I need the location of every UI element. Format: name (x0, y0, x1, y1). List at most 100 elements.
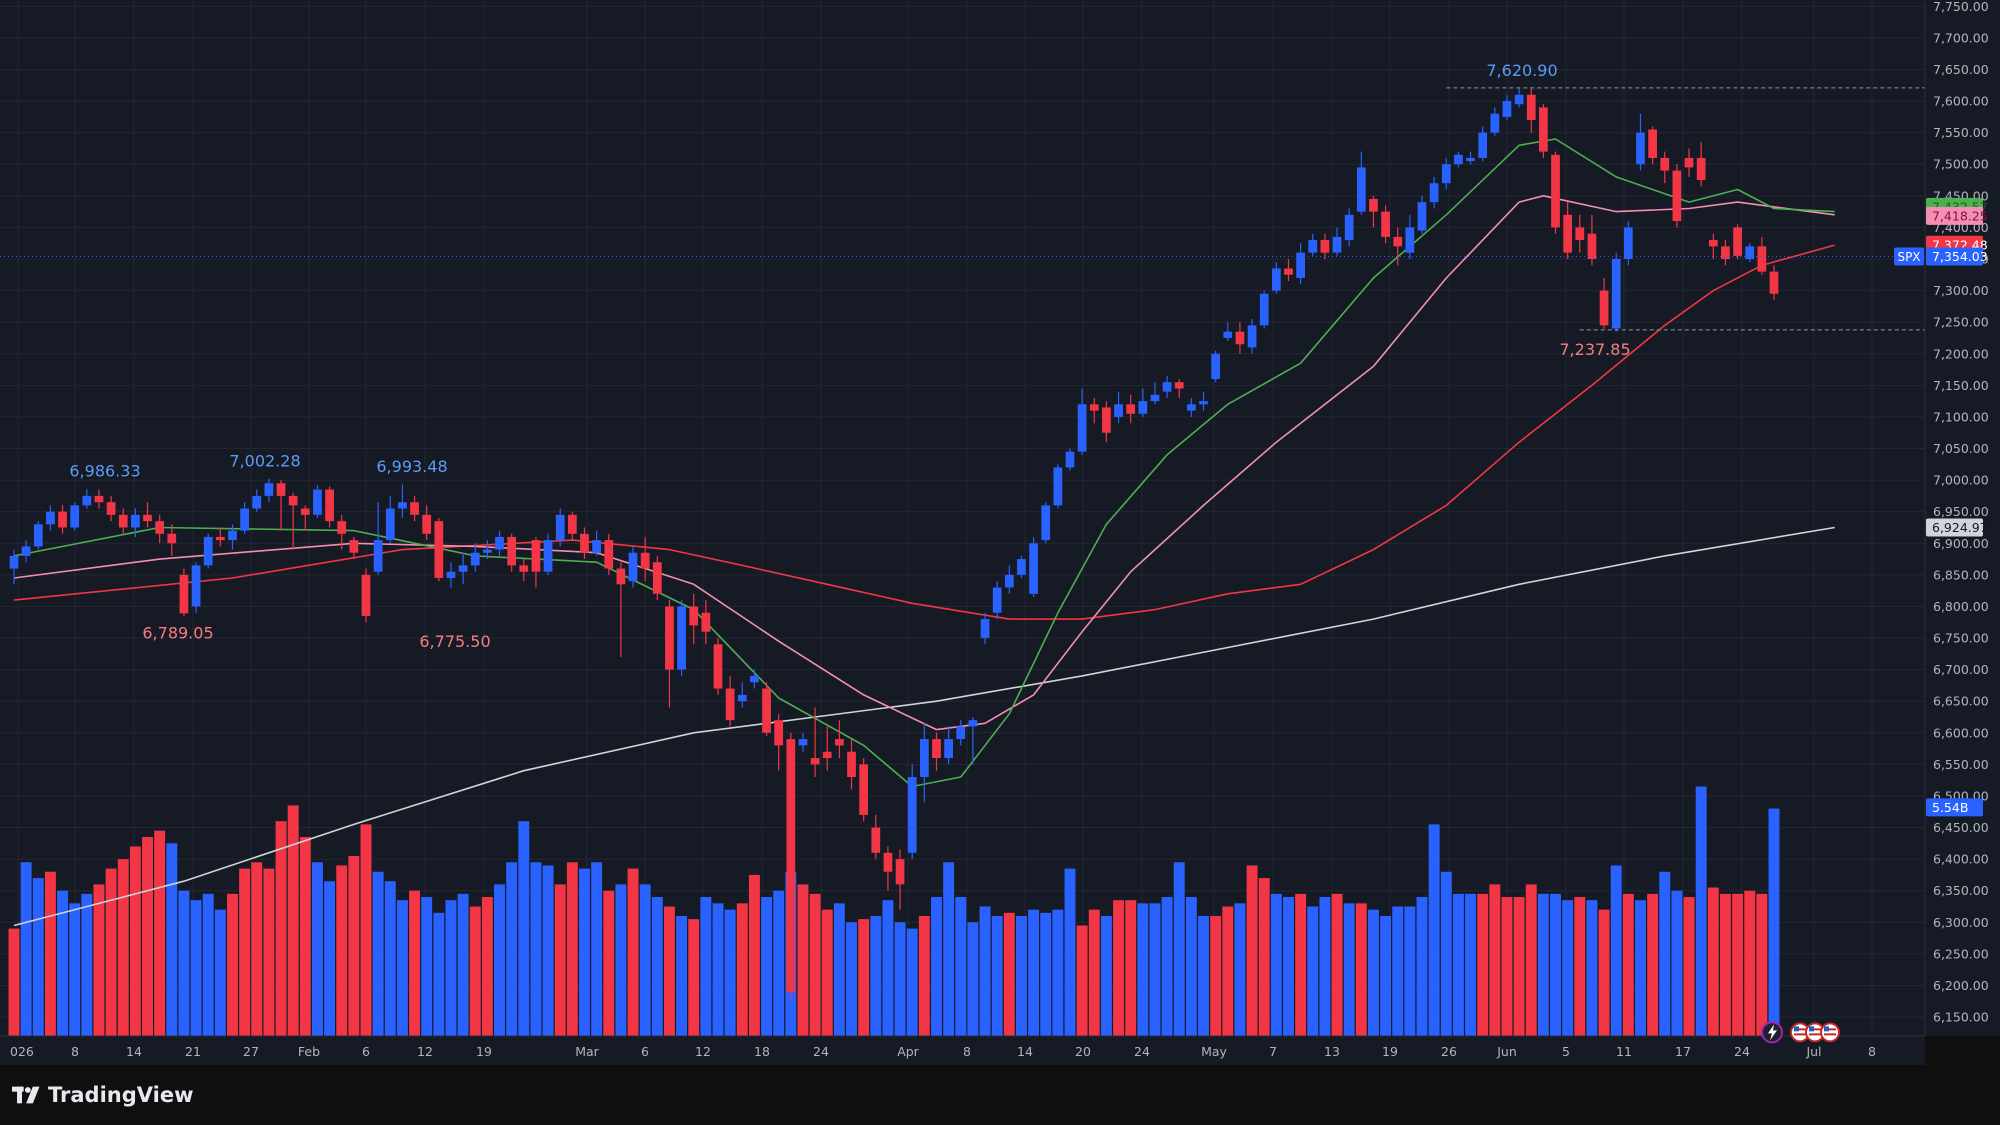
volume-bar (1064, 868, 1076, 1036)
candle-body (1284, 268, 1293, 275)
candle-body (1708, 240, 1718, 247)
candle-body (325, 489, 334, 522)
candle-body (822, 751, 832, 759)
volume-bar (506, 862, 518, 1036)
volume-bar (724, 909, 736, 1036)
candle-body (203, 536, 213, 566)
volume-bar (239, 868, 251, 1036)
volume-bar (870, 915, 882, 1036)
volume-bar (1452, 893, 1464, 1036)
candle-body (750, 675, 759, 683)
candle-body (580, 533, 589, 553)
price-badge-label: 7,354.03 (1932, 249, 1988, 264)
price-badge (1926, 798, 1983, 817)
time-tick-label: 11 (1616, 1044, 1632, 1059)
volume-bar (1295, 893, 1307, 1036)
candle-body (1623, 227, 1633, 259)
candle-body (1271, 268, 1281, 291)
volume-bar (566, 862, 578, 1036)
tradingview-logo[interactable]: TradingView (12, 1083, 193, 1107)
candle-body (956, 726, 966, 740)
candle-body (1636, 132, 1645, 165)
candle-body (543, 540, 553, 572)
volume-bar (1416, 897, 1428, 1036)
event-flags[interactable] (1761, 1021, 1840, 1044)
price-tick-label: 6,400.00 (1933, 852, 1989, 867)
price-axis[interactable]: 7,750.00 7,700.00 7,650.00 7,600.00 7,550.00… (1924, 0, 1989, 1036)
volume-bar (1113, 900, 1125, 1036)
price-chart[interactable]: 6,986.33 7,002.28 6,993.48 6,789.05 6,775.50… (0, 0, 2000, 1065)
candle-body (859, 764, 869, 815)
time-tick-label: 26 (1441, 1044, 1457, 1059)
candle-body (1684, 157, 1694, 168)
volume-bar (1537, 893, 1549, 1036)
candlesticks[interactable] (9, 88, 1779, 999)
candle-body (1126, 404, 1136, 414)
volume-bar (1695, 786, 1707, 1036)
candle-body (1029, 543, 1038, 594)
candle-body (1745, 246, 1755, 259)
volume-bar (1440, 871, 1452, 1036)
volume-bar (166, 843, 178, 1036)
annotation-low: 6,789.05 (142, 623, 213, 642)
volume-bar (833, 903, 845, 1036)
volume-bars (8, 786, 1780, 1036)
price-tick-label: 6,200.00 (1933, 978, 1989, 993)
time-tick-label: 8 (71, 1044, 79, 1059)
volume-bar (1380, 915, 1392, 1036)
volume-bar (263, 868, 275, 1036)
ma-mid-line (13, 195, 1835, 731)
volume-bar (81, 893, 93, 1036)
volume-bar (858, 919, 870, 1036)
candle-body (1199, 401, 1208, 405)
footer-bar: TradingView (0, 1065, 2000, 1125)
price-tick-label: 6,250.00 (1933, 946, 1989, 961)
candle-body (495, 536, 504, 550)
volume-bar (554, 884, 566, 1036)
candle-body (713, 644, 723, 689)
candle-body (361, 574, 371, 616)
candle-body (58, 511, 67, 528)
candle-body (276, 483, 286, 496)
candle-body (410, 502, 419, 515)
candle-body (240, 508, 249, 531)
price-tick-label: 6,950.00 (1933, 504, 1989, 519)
candle-body (1004, 574, 1014, 588)
candle-body (1150, 394, 1160, 402)
time-tick-label: 24 (813, 1044, 829, 1059)
candle-body (604, 540, 614, 569)
candle-body (1114, 404, 1123, 417)
candle-body (385, 508, 395, 541)
price-tick-label: 7,650.00 (1933, 62, 1989, 77)
price-badge-label: 6,924.97 (1932, 520, 1988, 535)
candle-body (592, 540, 601, 553)
candle-body (640, 552, 650, 569)
volume-bar (1100, 915, 1112, 1036)
candle-body (1356, 167, 1366, 212)
time-tick-label: 026 (10, 1044, 34, 1059)
candle-body (1757, 246, 1767, 272)
candle-body (762, 688, 771, 733)
volume-bar (1671, 890, 1683, 1036)
candle-body (519, 565, 529, 572)
candle-body (1174, 382, 1184, 389)
annotation-high: 7,002.28 (229, 452, 300, 471)
volume-bar (1331, 893, 1343, 1036)
time-axis[interactable]: 026 8 14 21 27 Feb 6 12 19 Mar 6 12 18 24 Apr 8 14 20 24 Ma… (0, 1035, 1925, 1059)
price-tick-label: 6,750.00 (1933, 631, 1989, 646)
candle-body (131, 514, 140, 528)
candle-body (483, 549, 492, 553)
time-tick-label: 6 (641, 1044, 649, 1059)
volume-bar (821, 909, 833, 1036)
tradingview-icon (12, 1086, 40, 1104)
volume-bar (433, 912, 445, 1036)
volume-bar (627, 868, 639, 1036)
volume-bar (1149, 903, 1161, 1036)
price-tick-label: 7,050.00 (1933, 441, 1989, 456)
candle-body (907, 777, 917, 853)
volume-bar (93, 884, 105, 1036)
volume-bar (991, 915, 1003, 1036)
volume-bar (287, 805, 299, 1036)
candle-body (968, 720, 978, 727)
